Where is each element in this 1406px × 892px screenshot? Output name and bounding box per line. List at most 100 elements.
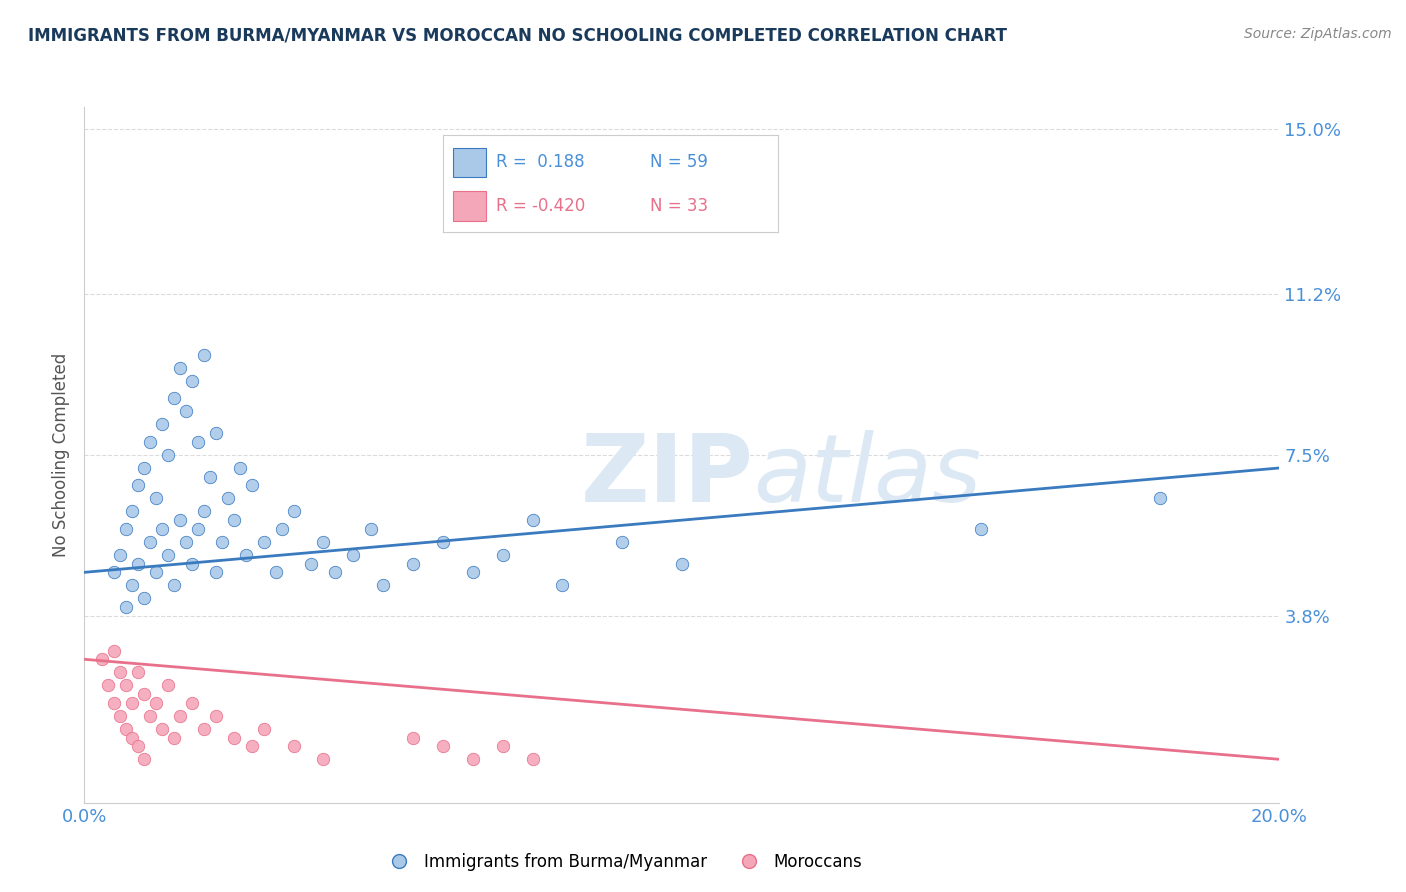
Point (174, 534, 197, 549)
FancyBboxPatch shape (453, 192, 486, 220)
Point (235, 548, 257, 562)
Point (110, 548, 132, 562)
Point (139, 708, 162, 723)
Point (211, 534, 233, 549)
Point (127, 739, 149, 754)
Point (115, 522, 138, 536)
Point (132, 591, 156, 606)
Point (187, 434, 209, 449)
Text: R =  0.188: R = 0.188 (496, 153, 585, 171)
Point (174, 404, 197, 418)
Point (205, 708, 228, 723)
Point (198, 469, 221, 483)
Point (222, 731, 245, 745)
Point (551, 578, 574, 592)
Legend: Immigrants from Burma/Myanmar, Moroccans: Immigrants from Burma/Myanmar, Moroccans (375, 847, 869, 878)
Point (432, 534, 454, 549)
Point (180, 557, 202, 571)
Point (671, 557, 693, 571)
Point (360, 522, 382, 536)
Point (970, 522, 993, 536)
Point (402, 557, 425, 571)
Point (127, 557, 149, 571)
Y-axis label: No Schooling Completed: No Schooling Completed (52, 353, 70, 557)
Point (205, 426, 228, 441)
Point (522, 752, 544, 766)
Point (121, 731, 143, 745)
Point (132, 687, 156, 701)
Point (169, 361, 191, 376)
Point (110, 708, 132, 723)
Point (163, 392, 186, 406)
Point (217, 491, 239, 506)
Point (283, 504, 305, 518)
Point (461, 752, 484, 766)
Point (522, 513, 544, 527)
Point (253, 722, 276, 736)
Point (121, 696, 143, 710)
Point (139, 434, 162, 449)
Text: atlas: atlas (754, 430, 981, 521)
Point (240, 739, 263, 754)
Text: ZIP: ZIP (581, 430, 754, 522)
Point (270, 522, 292, 536)
Point (323, 566, 347, 580)
Point (461, 566, 484, 580)
Point (193, 722, 215, 736)
Point (187, 522, 209, 536)
Text: Source: ZipAtlas.com: Source: ZipAtlas.com (1244, 27, 1392, 41)
Point (157, 448, 180, 462)
Point (169, 513, 191, 527)
Point (150, 522, 173, 536)
Point (91, 652, 114, 666)
Point (312, 752, 335, 766)
Point (103, 566, 125, 580)
Point (145, 491, 167, 506)
Point (253, 534, 276, 549)
Point (145, 566, 167, 580)
Point (180, 374, 202, 388)
Point (110, 665, 132, 680)
Point (402, 731, 425, 745)
Point (610, 534, 633, 549)
Text: N = 59: N = 59 (651, 153, 709, 171)
Point (228, 461, 252, 475)
Point (139, 534, 162, 549)
Point (492, 548, 515, 562)
Point (371, 578, 394, 592)
Point (492, 739, 515, 754)
Point (121, 504, 143, 518)
Point (312, 534, 335, 549)
Point (97, 678, 120, 692)
Point (132, 752, 156, 766)
Text: IMMIGRANTS FROM BURMA/MYANMAR VS MOROCCAN NO SCHOOLING COMPLETED CORRELATION CHA: IMMIGRANTS FROM BURMA/MYANMAR VS MOROCCA… (28, 27, 1007, 45)
Point (301, 557, 323, 571)
Point (432, 739, 454, 754)
Point (222, 513, 245, 527)
Point (150, 722, 173, 736)
Point (103, 696, 125, 710)
Point (283, 739, 305, 754)
Point (127, 665, 149, 680)
Point (145, 696, 167, 710)
Point (121, 578, 143, 592)
Point (163, 731, 186, 745)
Point (169, 708, 191, 723)
Point (240, 478, 263, 492)
Point (1149, 491, 1171, 506)
Text: N = 33: N = 33 (651, 197, 709, 215)
Point (115, 600, 138, 615)
FancyBboxPatch shape (453, 147, 486, 177)
Text: R = -0.420: R = -0.420 (496, 197, 586, 215)
Point (127, 478, 149, 492)
Point (115, 678, 138, 692)
Point (157, 678, 180, 692)
Point (342, 548, 364, 562)
Point (264, 566, 287, 580)
Point (132, 461, 156, 475)
Point (193, 348, 215, 362)
Point (193, 504, 215, 518)
Point (163, 578, 186, 592)
Point (205, 566, 228, 580)
Point (157, 548, 180, 562)
